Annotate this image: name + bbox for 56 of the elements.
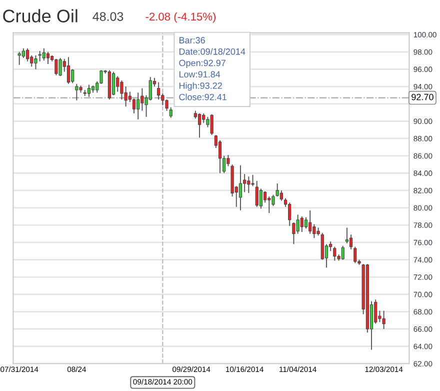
candlestick xyxy=(165,99,168,112)
candlestick xyxy=(247,176,250,194)
candlestick xyxy=(169,106,172,118)
candlestick xyxy=(112,71,116,96)
candlestick xyxy=(87,84,91,98)
candlestick xyxy=(71,68,74,84)
text: -2.08 (-4.15%) xyxy=(146,12,216,23)
candlestick xyxy=(140,88,144,112)
candlestick xyxy=(42,48,46,62)
candlestick xyxy=(18,51,21,66)
candlestick xyxy=(116,76,120,92)
candlestick xyxy=(382,310,386,330)
candlestick xyxy=(132,98,136,114)
candlestick xyxy=(157,82,160,100)
candlestick xyxy=(75,83,78,101)
candlestick xyxy=(354,246,357,264)
candlestick xyxy=(350,234,353,250)
candlestick xyxy=(148,76,152,101)
candlestick xyxy=(58,57,62,77)
candlestick xyxy=(308,210,312,234)
candlestick xyxy=(238,164,242,211)
candlestick xyxy=(300,216,304,232)
candlestick xyxy=(120,80,124,100)
candlestick xyxy=(34,54,38,70)
candlestick xyxy=(345,227,349,244)
candlestick xyxy=(312,224,316,239)
candlestick xyxy=(280,190,283,202)
candlestick xyxy=(136,92,140,120)
candlestick xyxy=(259,188,263,210)
chart-title: Crude Oil xyxy=(3,9,78,22)
candlestick xyxy=(26,48,30,62)
chart-subtitle: 48.03 xyxy=(92,12,124,21)
candlestick xyxy=(38,50,42,62)
candlestick xyxy=(22,48,25,58)
candlestick xyxy=(296,214,300,234)
candlestick xyxy=(124,86,128,107)
annotation: Bar:36 Date:09/18/2014 Open:92.97 Low:91.84 High:93.22 Close:92.41 xyxy=(179,37,246,100)
candlestick xyxy=(272,194,275,207)
candlestick xyxy=(210,114,214,136)
candlestick xyxy=(333,246,336,262)
candlestick xyxy=(251,174,254,187)
candlestick xyxy=(218,140,222,174)
candlestick xyxy=(66,56,70,84)
candlestick xyxy=(341,245,344,260)
ref-line-label: 92.70 xyxy=(412,94,434,100)
candlestick xyxy=(276,183,279,197)
candlestick xyxy=(255,180,258,208)
candlestick xyxy=(304,216,308,230)
candlestick xyxy=(292,222,296,245)
candlestick xyxy=(288,202,292,226)
candlestick xyxy=(198,112,202,138)
candlestick xyxy=(54,58,58,76)
candlestick xyxy=(264,190,267,204)
candlestick xyxy=(202,112,206,124)
candlestick xyxy=(268,196,271,214)
candlestick xyxy=(46,51,50,65)
